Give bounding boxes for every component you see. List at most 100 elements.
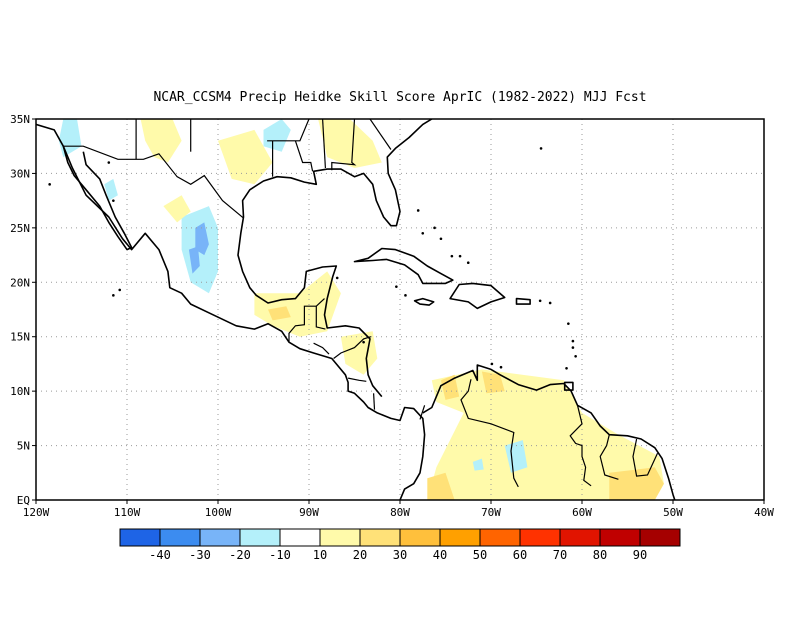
border-line — [419, 405, 426, 420]
colorbar-label: -20 — [229, 548, 251, 562]
small-island — [567, 322, 570, 325]
x-tick-label: 50W — [663, 506, 683, 519]
small-island — [571, 346, 575, 349]
border-line — [331, 119, 357, 171]
colorbar-label: 20 — [353, 548, 367, 562]
y-tick-label: 30N — [10, 167, 30, 180]
skill-region — [481, 371, 505, 394]
x-tick-label: 70W — [481, 506, 501, 519]
y-tick-label: 20N — [10, 276, 30, 289]
border-line — [632, 438, 659, 477]
skill-region — [427, 472, 455, 500]
map-title: NCAR_CCSM4 Precip Heidke Skill Score Apr… — [153, 90, 646, 105]
skill-region — [427, 369, 664, 500]
colorbar-swatch — [279, 528, 321, 547]
small-island — [450, 254, 454, 258]
colorbar-label: 70 — [553, 548, 567, 562]
skill-region — [195, 222, 209, 256]
skill-region — [188, 246, 200, 274]
small-island — [466, 261, 470, 264]
skill-region — [472, 458, 484, 471]
colorbar-label: 50 — [473, 548, 487, 562]
coastline-hispaniola — [449, 282, 506, 310]
colorbar-label: 10 — [313, 548, 327, 562]
small-island — [416, 209, 420, 212]
small-island — [112, 294, 115, 297]
small-island — [565, 366, 568, 370]
y-tick-label: 5N — [17, 440, 30, 453]
coastline-cuba — [353, 247, 454, 285]
small-island — [548, 301, 552, 305]
colorbar-swatch — [399, 528, 441, 547]
small-island — [118, 288, 122, 292]
colorbar-label: 40 — [433, 548, 447, 562]
skill-region — [318, 119, 382, 168]
border-line — [333, 336, 372, 359]
small-island — [107, 161, 111, 164]
border-line — [369, 119, 392, 150]
longitude-ticks: 120W 110W 100W 90W 80W 70W 60W 50W 40W — [23, 500, 774, 519]
x-tick-label: 60W — [572, 506, 592, 519]
small-island — [539, 147, 543, 150]
colorbar-label: -40 — [149, 548, 171, 562]
small-island — [574, 355, 577, 358]
colorbar-swatch — [239, 528, 281, 547]
skill-region — [140, 119, 182, 163]
border-line — [267, 119, 310, 142]
latitude-ticks: 35N 30N 25N 20N 15N 10N 5N EQ — [10, 113, 36, 507]
skill-region — [609, 467, 664, 500]
border-line — [315, 306, 326, 330]
y-tick-label: 15N — [10, 331, 30, 344]
colorbar-swatch — [479, 528, 521, 547]
colorbar-label: -30 — [189, 548, 211, 562]
skill-region — [254, 271, 341, 337]
small-island — [395, 285, 398, 288]
skill-region — [104, 178, 118, 201]
border-line — [569, 405, 592, 487]
y-tick-label: 35N — [10, 113, 30, 126]
coastline-south-america — [422, 364, 676, 500]
colorbar: -40 -30 -20 -10 10 20 30 40 50 60 70 80 90 — [119, 528, 681, 562]
y-tick-label: EQ — [17, 494, 30, 507]
colorbar-swatch — [159, 528, 201, 547]
colorbar-label: 80 — [593, 548, 607, 562]
colorbar-label: 60 — [513, 548, 527, 562]
colorbar-swatch — [599, 528, 641, 547]
x-tick-label: 80W — [390, 506, 410, 519]
colorbar-swatch — [119, 528, 161, 547]
colorbar-label: -10 — [269, 548, 291, 562]
x-tick-label: 90W — [299, 506, 319, 519]
small-island — [458, 254, 462, 258]
border-line — [322, 119, 326, 169]
coastline-caribbean-coast — [237, 119, 433, 398]
country-borders — [63, 119, 659, 488]
skill-region — [340, 331, 378, 375]
skill-region — [263, 119, 291, 152]
coastline-jamaica — [413, 297, 435, 306]
colorbar-swatch — [639, 528, 681, 547]
border-line — [313, 342, 330, 355]
small-island — [439, 237, 443, 241]
skill-region — [163, 195, 191, 223]
colorbar-swatch — [439, 528, 481, 547]
small-island — [404, 294, 407, 297]
small-island — [499, 365, 503, 369]
border-line — [294, 140, 314, 172]
x-tick-label: 100W — [205, 506, 232, 519]
border-line — [63, 145, 244, 219]
skill-region — [218, 129, 273, 185]
colorbar-swatch — [519, 528, 561, 547]
small-island — [112, 199, 115, 202]
grid-lines — [36, 119, 764, 500]
skill-region — [268, 306, 291, 321]
small-island — [421, 232, 425, 235]
small-island — [571, 339, 575, 343]
small-island — [490, 362, 494, 366]
x-tick-label: 110W — [114, 506, 141, 519]
x-tick-label: 40W — [754, 506, 774, 519]
y-tick-label: 10N — [10, 385, 30, 398]
colorbar-label: 30 — [393, 548, 407, 562]
colorbar-swatch — [199, 528, 241, 547]
small-island — [538, 299, 542, 303]
small-island — [362, 340, 365, 344]
